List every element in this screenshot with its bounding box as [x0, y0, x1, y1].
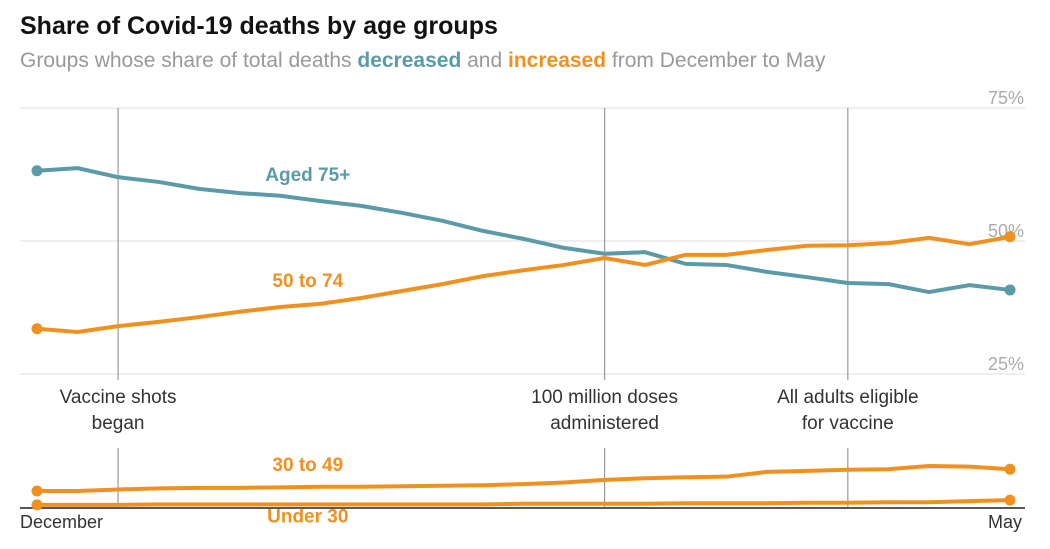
subtitle-part: Groups whose share of total deaths	[20, 49, 358, 72]
endpoint-dot	[1004, 231, 1016, 243]
series-line	[35, 166, 1012, 295]
subtitle-part: increased	[508, 49, 607, 72]
endpoint-dot	[1004, 463, 1016, 475]
series-label: 30 to 49	[272, 455, 343, 476]
series-label: Aged 75+	[265, 165, 350, 186]
subtitle-part: from December to May	[606, 49, 826, 72]
series-line	[35, 234, 1012, 334]
endpoint-dot	[31, 485, 43, 497]
chart-title: Share of Covid-19 deaths by age groups	[20, 12, 498, 40]
endpoint-dot	[31, 323, 43, 335]
series-line	[35, 498, 1012, 507]
y-tick-label: 25%	[988, 354, 1024, 374]
x-tick-label: May	[988, 512, 1022, 532]
annotation-text: 100 million doses	[531, 387, 678, 408]
annotation-text: Vaccine shots	[60, 387, 177, 408]
series-line	[35, 464, 1012, 494]
endpoint-dot	[31, 499, 43, 511]
annotation-text: All adults eligible	[777, 387, 919, 408]
y-tick-label: 75%	[988, 88, 1024, 108]
endpoint-dot	[31, 165, 43, 177]
annotation-text: for vaccine	[802, 413, 894, 434]
chart-subtitle: Groups whose share of total deaths decre…	[20, 49, 825, 73]
subtitle-part: decreased	[357, 49, 462, 72]
series-label: 50 to 74	[272, 271, 343, 292]
annotation-text: began	[92, 413, 145, 434]
annotation-text: administered	[550, 413, 659, 434]
x-tick-label: December	[20, 512, 103, 532]
subtitle-part: and	[461, 49, 508, 72]
endpoint-dot	[1004, 284, 1016, 296]
endpoint-dot	[1004, 494, 1016, 506]
series-label: Under 30	[267, 506, 348, 527]
